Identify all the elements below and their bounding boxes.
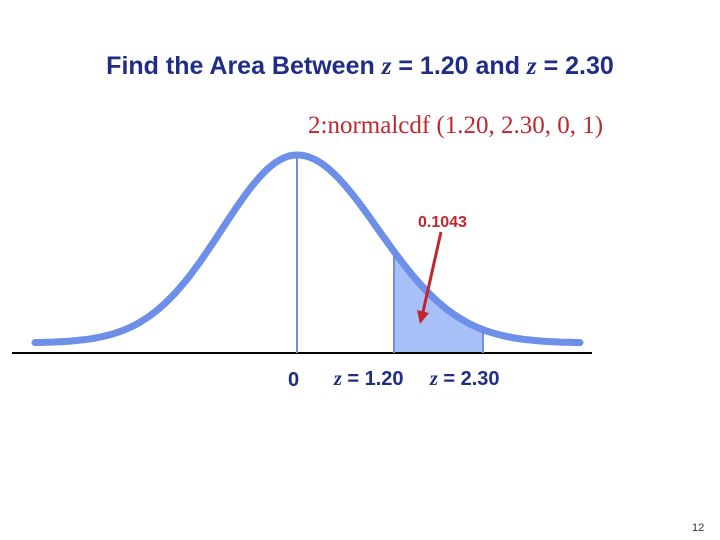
- title-z-variable: z: [381, 53, 392, 80]
- page-number: 12: [692, 522, 705, 534]
- area-arrow: [421, 231, 443, 313]
- area-arrowhead: [417, 310, 429, 324]
- title-prefix: Find the Area Between: [106, 52, 382, 80]
- tick-upper-z-value: = 2.30: [437, 368, 500, 390]
- title-upper-value: = 2.30: [536, 52, 614, 80]
- title-z-variable-2: z: [526, 53, 537, 80]
- slide-title: Find the Area Between z = 1.20 and z = 2…: [0, 52, 720, 81]
- tick-lower-z-variable: z: [334, 368, 342, 390]
- tick-label-zero: 0: [288, 369, 300, 391]
- tick-label-upper-z: z = 2.30: [430, 368, 500, 391]
- tick-label-lower-z: z = 1.20: [334, 368, 404, 391]
- title-lower-value: = 1.20 and: [391, 52, 527, 80]
- calculator-command: 2:normalcdf (1.20, 2.30, 0, 1): [308, 112, 604, 139]
- area-value-label: 0.1043: [418, 214, 467, 231]
- tick-upper-z-variable: z: [430, 368, 438, 390]
- shaded-area-region: [394, 251, 483, 353]
- bell-curve: [31, 151, 584, 347]
- tick-lower-z-value: = 1.20: [341, 368, 404, 390]
